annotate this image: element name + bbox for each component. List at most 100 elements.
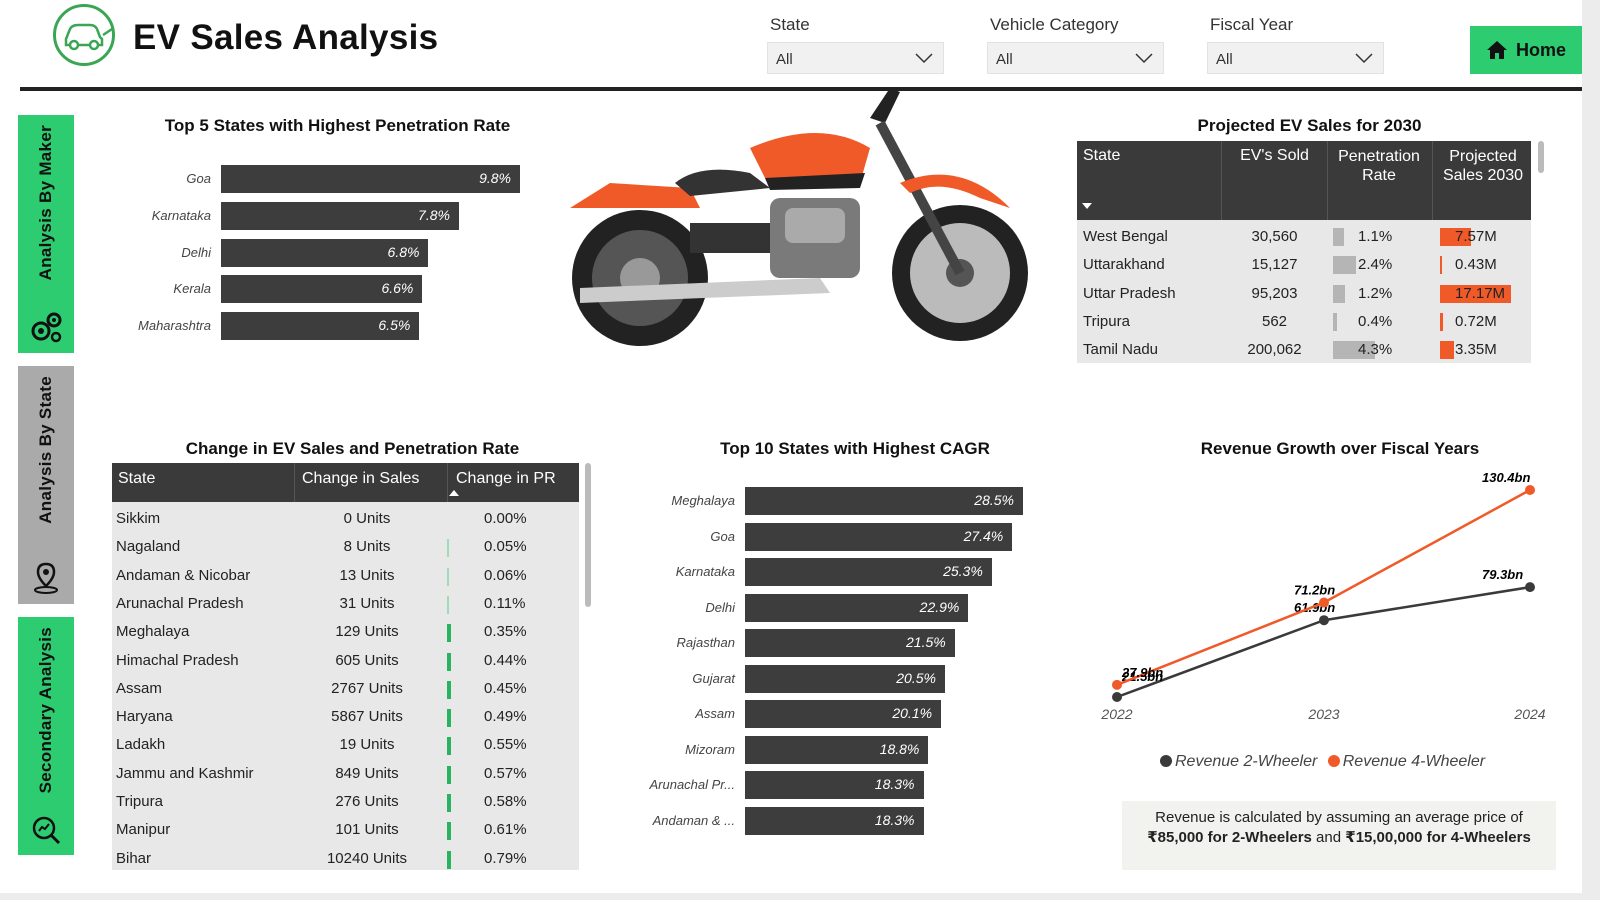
scrollbar[interactable]: [1538, 141, 1544, 173]
gears-icon: [31, 312, 62, 343]
revenue-note: Revenue is calculated by assuming an ave…: [1122, 801, 1556, 870]
sort-down-icon: [1082, 203, 1092, 209]
bar[interactable]: 6.5%: [221, 312, 420, 341]
fiscal-year-filter-dropdown[interactable]: All: [1207, 42, 1384, 74]
change-in-sales-cell: 276 Units: [335, 793, 399, 810]
app-title: EV Sales Analysis: [133, 18, 439, 57]
table-row[interactable]: Arunachal Pradesh 31 Units 0.11%: [112, 591, 579, 619]
col-evs-sold[interactable]: EV's Sold: [1240, 147, 1309, 164]
bar[interactable]: 6.6%: [221, 275, 423, 304]
nav-secondary-analysis[interactable]: Secondary Analysis: [18, 617, 74, 855]
bar[interactable]: 20.1%: [745, 700, 942, 728]
pr-databar: [447, 850, 451, 869]
table-row[interactable]: Sikkim 0 Units 0.00%: [112, 506, 579, 534]
data-point[interactable]: [1319, 615, 1329, 626]
table-row[interactable]: Uttar Pradesh 95,203 1.2% 17.17M: [1077, 281, 1531, 309]
bar[interactable]: 9.8%: [221, 165, 520, 193]
bar[interactable]: 6.8%: [221, 238, 429, 267]
penetration-rate-cell: 1.1%: [1358, 228, 1393, 245]
state-cell: Andaman & Nicobar: [116, 566, 251, 584]
bar-value-label: 25.3%: [943, 563, 983, 579]
home-icon: [1486, 41, 1507, 59]
col-change-in-pr[interactable]: Change in PR: [456, 470, 556, 487]
projected-sales-cell: 7.57M: [1455, 228, 1497, 245]
bar[interactable]: 20.5%: [745, 664, 945, 693]
scrollbar[interactable]: [585, 463, 591, 607]
bar-value-label: 27.4%: [963, 527, 1004, 544]
table-row[interactable]: West Bengal 30,560 1.1% 7.57M: [1077, 224, 1531, 252]
table-row[interactable]: Meghalaya 129 Units 0.35%: [112, 619, 579, 647]
state-cell: Tripura: [116, 793, 163, 810]
projected-table-body: West Bengal 30,560 1.1% 7.57M Uttarakhand 15,…: [1077, 220, 1531, 363]
projected-databar: [1440, 312, 1443, 331]
table-row[interactable]: Assam 2767 Units 0.45%: [112, 676, 579, 704]
change-in-pr-cell: 0.44%: [484, 651, 527, 669]
projected-sales-cell: 17.17M: [1455, 284, 1506, 302]
pr-databar: [447, 709, 451, 728]
change-in-pr-cell: 0.05%: [484, 538, 527, 556]
col-projected-sales[interactable]: Projected Sales 2030: [1442, 148, 1524, 184]
table-row[interactable]: Haryana 5867 Units 0.49%: [112, 704, 579, 732]
bar[interactable]: 25.3%: [745, 558, 992, 586]
table-row[interactable]: Nagaland 8 Units 0.05%: [112, 534, 579, 562]
data-point[interactable]: [1319, 597, 1329, 608]
data-point[interactable]: [1112, 679, 1122, 690]
pr-databar: [447, 539, 449, 558]
table-row[interactable]: Uttarakhand 15,127 2.4% 0.43M: [1077, 252, 1531, 280]
data-point[interactable]: [1525, 485, 1535, 495]
bar[interactable]: 22.9%: [745, 593, 969, 622]
table-row[interactable]: Ladakh 19 Units 0.55%: [112, 732, 579, 760]
home-button-label: Home: [1515, 39, 1566, 60]
nav-analysis-by-maker[interactable]: Analysis By Maker: [18, 115, 74, 353]
nav-analysis-by-state[interactable]: Analysis By State: [18, 366, 74, 604]
change-in-sales-cell: 31 Units: [339, 594, 395, 612]
bar[interactable]: 18.8%: [745, 735, 929, 764]
chevron-down-icon: [915, 53, 933, 64]
data-point[interactable]: [1112, 692, 1122, 702]
table-row[interactable]: Manipur 101 Units 0.61%: [112, 817, 579, 845]
col-change-in-sales[interactable]: Change in Sales: [302, 470, 420, 487]
vehicle-category-filter-dropdown[interactable]: All: [987, 42, 1164, 74]
bar[interactable]: 18.3%: [745, 806, 924, 835]
home-button[interactable]: Home: [1470, 26, 1582, 74]
state-filter-label: State: [770, 15, 810, 34]
bar[interactable]: 21.5%: [745, 629, 955, 657]
table-row[interactable]: Tripura 276 Units 0.58%: [112, 789, 579, 817]
table-row[interactable]: Jammu and Kashmir 849 Units 0.57%: [112, 761, 579, 789]
col-state[interactable]: State: [118, 470, 156, 487]
pr-databar: [447, 737, 451, 756]
data-point[interactable]: [1525, 582, 1535, 593]
bar-value-label: 6.6%: [381, 280, 414, 297]
bar-category-label: Arunachal Pr...: [649, 777, 735, 792]
table-row[interactable]: Bihar 10240 Units 0.79%: [112, 846, 579, 870]
state-cell: Himachal Pradesh: [116, 651, 239, 669]
state-cell: Meghalaya: [116, 623, 190, 641]
nav-label: Analysis By State: [36, 376, 55, 524]
state-cell: Uttarakhand: [1083, 256, 1165, 274]
state-cell: Tripura: [1083, 312, 1130, 330]
nav-label: Analysis By Maker: [36, 125, 55, 281]
bar[interactable]: 18.3%: [745, 771, 924, 799]
change-in-pr-cell: 0.06%: [484, 566, 527, 584]
table-row[interactable]: Tamil Nadu 200,062 4.3% 3.35M: [1077, 337, 1531, 365]
change-in-sales-cell: 10240 Units: [326, 849, 408, 867]
change-in-pr-cell: 0.11%: [484, 594, 526, 612]
state-filter-dropdown[interactable]: All: [767, 42, 944, 74]
bar[interactable]: 7.8%: [221, 201, 459, 230]
col-penetration-rate[interactable]: Penetration Rate: [1338, 148, 1420, 184]
bar-category-label: Karnataka: [675, 564, 735, 579]
table-row[interactable]: Andaman & Nicobar 13 Units 0.06%: [112, 563, 579, 591]
chevron-down-icon: [1355, 53, 1373, 64]
data-label: 27.9bn: [1121, 665, 1163, 680]
change-in-pr-cell: 0.57%: [484, 764, 527, 782]
state-cell: West Bengal: [1083, 228, 1168, 245]
bar-value-label: 20.5%: [896, 669, 936, 686]
evs-sold-cell: 15,127: [1251, 256, 1298, 274]
change-in-pr-cell: 0.58%: [484, 793, 527, 810]
col-state[interactable]: State: [1083, 147, 1121, 164]
projected-sales-cell: 0.72M: [1455, 312, 1497, 330]
table-row[interactable]: Tripura 562 0.4% 0.72M: [1077, 309, 1531, 337]
bar[interactable]: 28.5%: [745, 487, 1023, 515]
table-row[interactable]: Himachal Pradesh 605 Units 0.44%: [112, 648, 579, 676]
bar[interactable]: 27.4%: [745, 522, 1013, 551]
